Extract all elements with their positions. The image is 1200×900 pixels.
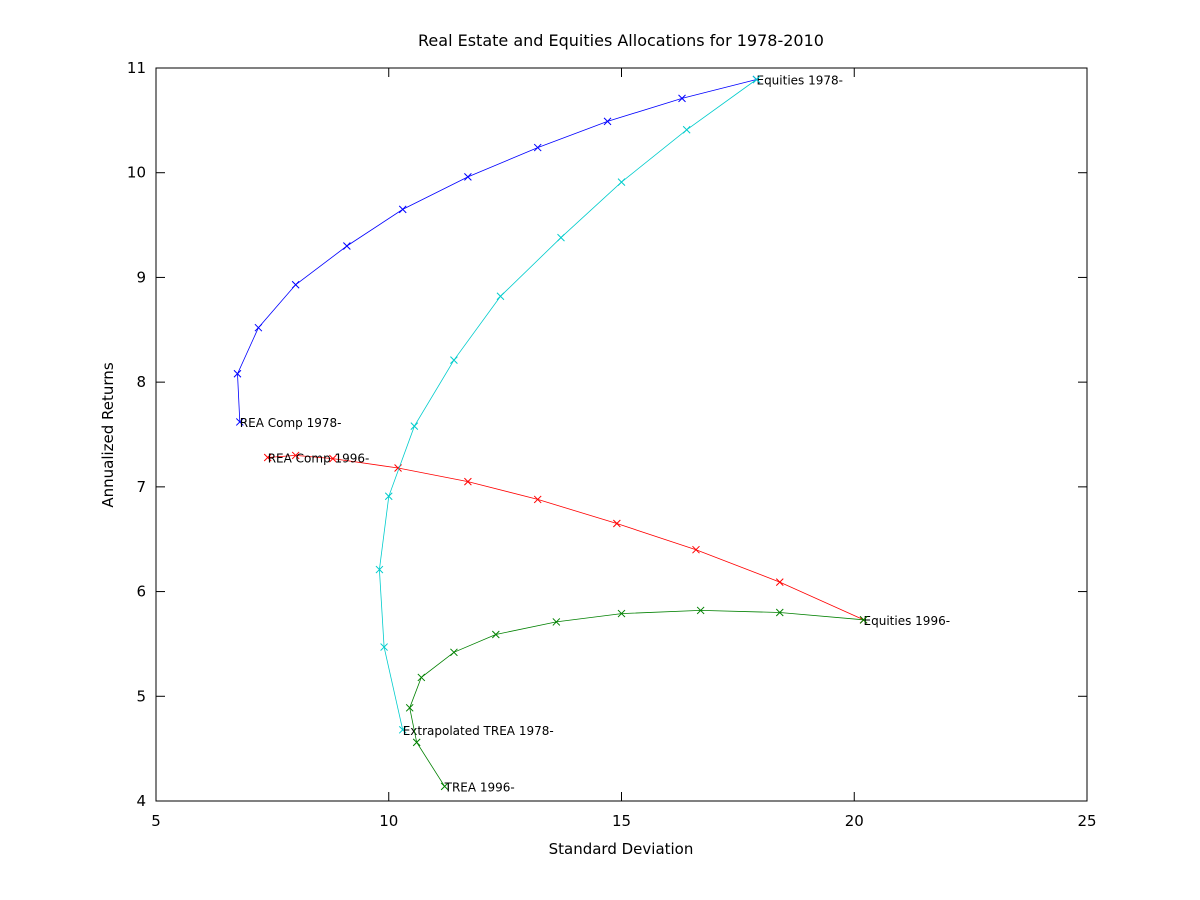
data-point (612, 519, 621, 528)
data-point (440, 782, 449, 791)
point-label: Equities 1978- (756, 74, 843, 88)
series-3: TREA 1996- (405, 606, 868, 794)
data-point (235, 418, 244, 426)
plot-frame (155, 67, 1088, 802)
data-point (410, 422, 419, 430)
data-point (329, 454, 337, 463)
series-layer: REA Comp 1978- Equities 1978- REA Comp 199… (233, 74, 951, 794)
x-tick-label: 10 (379, 812, 398, 830)
data-point (603, 117, 612, 126)
y-tick-label: 5 (136, 687, 146, 705)
data-point (412, 738, 421, 747)
point-label: Extrapolated TREA 1978- (403, 724, 554, 738)
data-point (464, 173, 472, 181)
series-line (267, 454, 864, 621)
y-tick-label: 9 (136, 268, 146, 286)
data-point (450, 648, 458, 657)
data-point (617, 609, 626, 618)
data-point (491, 630, 500, 639)
data-point (752, 75, 761, 84)
data-point (552, 618, 561, 626)
data-point (398, 205, 407, 214)
y-tick-label: 4 (136, 792, 146, 810)
y-tick-label: 10 (127, 164, 146, 182)
point-label: TREA 1996- (444, 780, 515, 794)
data-point (692, 545, 700, 554)
data-point (263, 453, 272, 462)
point-label: REA Comp 1978- (240, 416, 342, 430)
x-axis-label: Standard Deviation (549, 840, 694, 858)
data-point (291, 451, 300, 460)
data-point (405, 703, 414, 712)
series-line (237, 79, 757, 422)
data-point (533, 495, 542, 504)
data-point (343, 242, 351, 250)
point-label: Equities 1996- (864, 614, 951, 628)
y-tick-label: 7 (136, 478, 146, 496)
data-point (375, 565, 384, 574)
data-point (450, 356, 458, 365)
data-point (859, 615, 868, 624)
data-point (417, 673, 426, 682)
y-axis-label: Annualized Returns (99, 362, 117, 507)
data-point (557, 233, 565, 242)
series-0: REA Comp 1978- Equities 1978- (233, 74, 843, 430)
point-label: REA Comp 1996- (268, 452, 370, 466)
series-line (378, 79, 757, 730)
series-line (409, 609, 864, 787)
chart-title: Real Estate and Equities Allocations for… (418, 31, 824, 50)
data-point (254, 323, 263, 332)
data-point (696, 606, 705, 615)
data-point (496, 292, 505, 301)
data-point (617, 178, 626, 186)
data-point (464, 477, 472, 486)
data-point (384, 492, 393, 501)
data-point (233, 369, 242, 378)
series-1: REA Comp 1996- Equities 1996- (263, 451, 951, 628)
y-tick-label: 11 (127, 59, 146, 77)
data-point (291, 280, 300, 289)
data-point (533, 143, 542, 152)
y-tick-label: 6 (136, 583, 146, 601)
data-point (682, 125, 691, 134)
data-point (678, 94, 686, 103)
data-point (775, 578, 784, 587)
x-tick-label: 25 (1077, 812, 1096, 830)
x-tick-label: 15 (612, 812, 631, 830)
y-tick-label: 8 (136, 373, 146, 391)
x-tick-label: 5 (151, 812, 161, 830)
series-2: Extrapolated TREA 1978- (375, 75, 761, 738)
data-point (775, 608, 784, 617)
x-tick-label: 20 (845, 812, 864, 830)
data-point (380, 643, 388, 651)
data-point (398, 725, 407, 734)
